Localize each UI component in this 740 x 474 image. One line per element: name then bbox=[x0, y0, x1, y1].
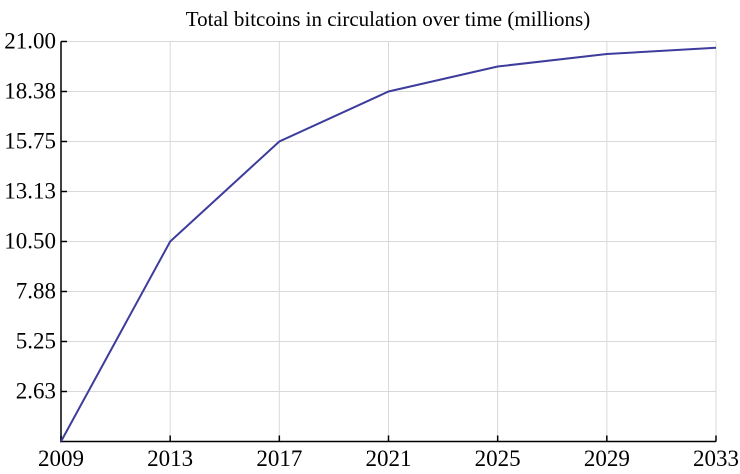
gridlines bbox=[61, 41, 717, 442]
axes bbox=[60, 40, 717, 443]
x-tick-label: 2009 bbox=[38, 446, 84, 471]
x-tick-label: 2021 bbox=[366, 446, 412, 471]
y-tick-label: 18.38 bbox=[4, 79, 56, 104]
y-tick-label: 2.63 bbox=[16, 379, 56, 404]
x-tick-label: 2017 bbox=[256, 446, 302, 471]
tick-labels: 2.63 5.25 7.88 10.50 13.13 15.75 18.38 21.00 200… bbox=[4, 29, 739, 472]
y-tick-label: 7.88 bbox=[16, 279, 56, 304]
x-tick-label: 2029 bbox=[584, 446, 630, 471]
supply-line bbox=[60, 46, 717, 442]
x-tick-label: 2013 bbox=[147, 446, 193, 471]
y-tick-label: 13.13 bbox=[4, 179, 56, 204]
x-tick-label: 2033 bbox=[693, 446, 739, 471]
y-tick-label: 21.00 bbox=[4, 29, 56, 54]
y-tick-label: 10.50 bbox=[4, 229, 56, 254]
x-tick-label: 2025 bbox=[475, 446, 521, 471]
y-tick-label: 5.25 bbox=[16, 329, 56, 354]
y-tick-label: 15.75 bbox=[4, 129, 56, 154]
chart-title: Total bitcoins in circulation over time … bbox=[186, 7, 590, 31]
